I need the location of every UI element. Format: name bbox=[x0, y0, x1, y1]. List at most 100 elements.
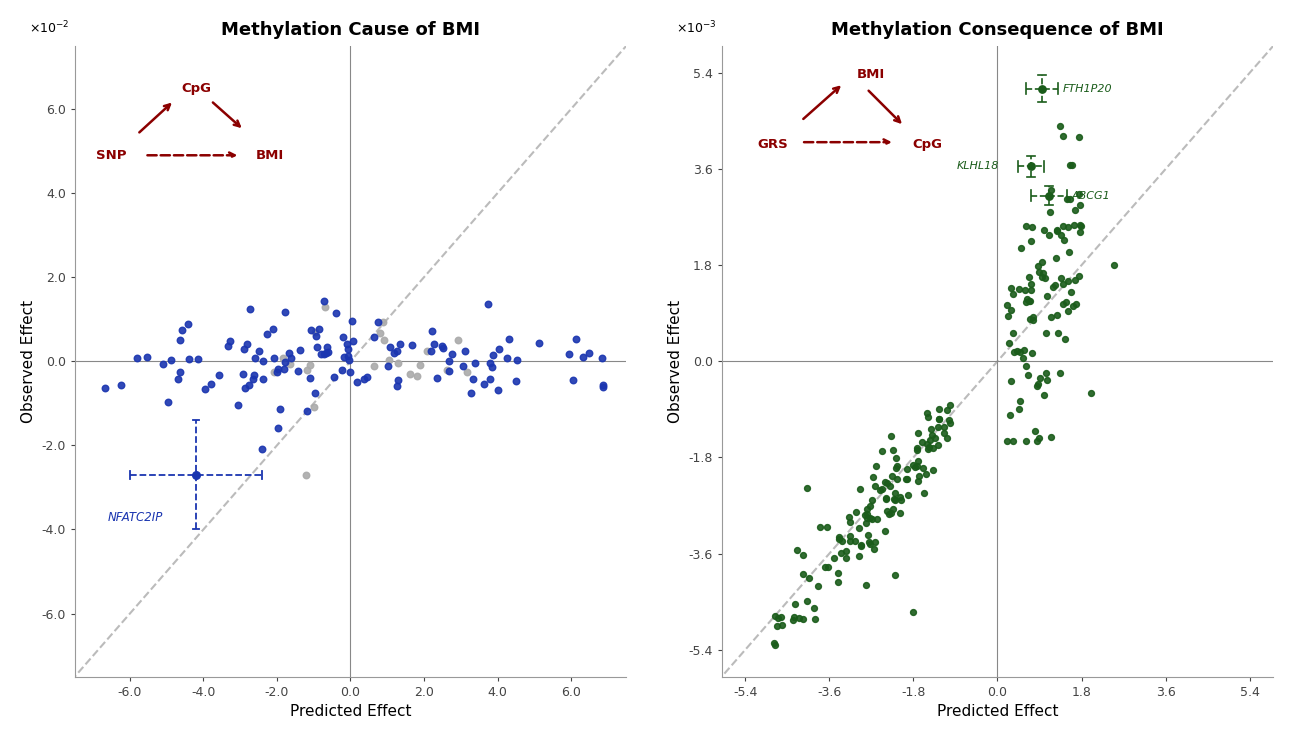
Point bbox=[274, 357, 295, 369]
Point bbox=[170, 334, 190, 346]
Point bbox=[1016, 220, 1036, 232]
Point bbox=[1042, 312, 1062, 323]
Point bbox=[158, 397, 179, 408]
Point bbox=[828, 533, 849, 545]
Point bbox=[578, 347, 599, 359]
Point bbox=[334, 351, 355, 363]
Point bbox=[1060, 158, 1080, 170]
Point bbox=[1057, 275, 1078, 286]
Y-axis label: Observed Effect: Observed Effect bbox=[668, 300, 683, 423]
Point bbox=[462, 374, 483, 386]
Point bbox=[314, 300, 335, 312]
Text: $\times10^{-2}$: $\times10^{-2}$ bbox=[28, 20, 70, 36]
Point bbox=[828, 531, 849, 543]
Point bbox=[423, 338, 444, 350]
Text: KLHL18: KLHL18 bbox=[958, 161, 999, 171]
Point bbox=[499, 332, 520, 344]
Point bbox=[480, 373, 501, 385]
Point bbox=[903, 607, 924, 619]
Text: GRS: GRS bbox=[758, 138, 788, 150]
Point bbox=[338, 343, 358, 355]
Point bbox=[563, 374, 584, 386]
Point bbox=[831, 547, 851, 559]
Point bbox=[1029, 266, 1049, 278]
Point bbox=[383, 346, 404, 358]
Point bbox=[911, 436, 932, 448]
Point bbox=[1034, 272, 1055, 284]
Point bbox=[1017, 294, 1038, 306]
Point bbox=[859, 536, 880, 548]
Point bbox=[1030, 372, 1051, 384]
Point bbox=[907, 442, 928, 454]
Point bbox=[863, 471, 884, 483]
Point bbox=[902, 459, 923, 471]
Point bbox=[1002, 282, 1022, 294]
Point bbox=[343, 335, 364, 347]
Point bbox=[338, 350, 358, 362]
Point bbox=[788, 612, 809, 624]
Point bbox=[299, 359, 320, 371]
Point bbox=[846, 506, 867, 518]
Point bbox=[316, 348, 336, 360]
Point bbox=[1027, 436, 1048, 448]
Point bbox=[593, 382, 613, 394]
Point bbox=[998, 310, 1018, 322]
Point bbox=[406, 370, 427, 382]
Point bbox=[1036, 290, 1057, 302]
Point bbox=[1056, 296, 1077, 308]
Point bbox=[317, 340, 338, 352]
Point bbox=[421, 346, 441, 357]
Point bbox=[840, 517, 861, 528]
Point bbox=[1011, 242, 1031, 254]
Point bbox=[863, 543, 884, 555]
Point bbox=[1000, 376, 1021, 388]
Point bbox=[817, 521, 837, 533]
Point bbox=[245, 352, 265, 364]
Point bbox=[1065, 275, 1086, 286]
Point bbox=[1008, 283, 1029, 295]
Point bbox=[919, 441, 939, 453]
Point bbox=[305, 387, 326, 399]
Point bbox=[1057, 221, 1078, 233]
Text: CpG: CpG bbox=[181, 82, 211, 95]
Point bbox=[252, 355, 273, 367]
Point bbox=[168, 373, 189, 385]
Point bbox=[137, 351, 158, 363]
Point bbox=[1017, 369, 1038, 380]
Point bbox=[857, 508, 877, 520]
Point bbox=[410, 360, 431, 371]
Point bbox=[824, 552, 845, 564]
Point bbox=[364, 360, 384, 371]
Point bbox=[883, 444, 903, 456]
Point bbox=[1020, 295, 1040, 307]
Point bbox=[239, 379, 260, 391]
Point bbox=[876, 493, 897, 505]
Point bbox=[850, 539, 871, 551]
Point bbox=[364, 331, 384, 343]
Point bbox=[1031, 271, 1052, 283]
Point bbox=[268, 363, 289, 375]
Point bbox=[875, 525, 895, 537]
Point bbox=[939, 417, 960, 429]
Point bbox=[387, 357, 408, 369]
Point bbox=[1046, 252, 1066, 263]
Point bbox=[1024, 311, 1044, 323]
Point bbox=[1070, 220, 1091, 232]
Point bbox=[379, 354, 400, 366]
Point bbox=[907, 444, 928, 456]
Point bbox=[479, 298, 499, 310]
Point bbox=[1020, 295, 1040, 306]
Point bbox=[797, 595, 818, 607]
Point bbox=[1058, 246, 1079, 258]
Point bbox=[1021, 161, 1042, 172]
Point bbox=[1070, 226, 1091, 238]
Title: Methylation Consequence of BMI: Methylation Consequence of BMI bbox=[831, 21, 1163, 39]
Point bbox=[836, 552, 857, 564]
Point bbox=[290, 344, 311, 356]
Point bbox=[929, 413, 950, 425]
Point bbox=[241, 303, 261, 314]
Point bbox=[881, 430, 902, 442]
Point bbox=[324, 371, 344, 383]
Point bbox=[280, 358, 300, 370]
Point bbox=[217, 340, 238, 352]
